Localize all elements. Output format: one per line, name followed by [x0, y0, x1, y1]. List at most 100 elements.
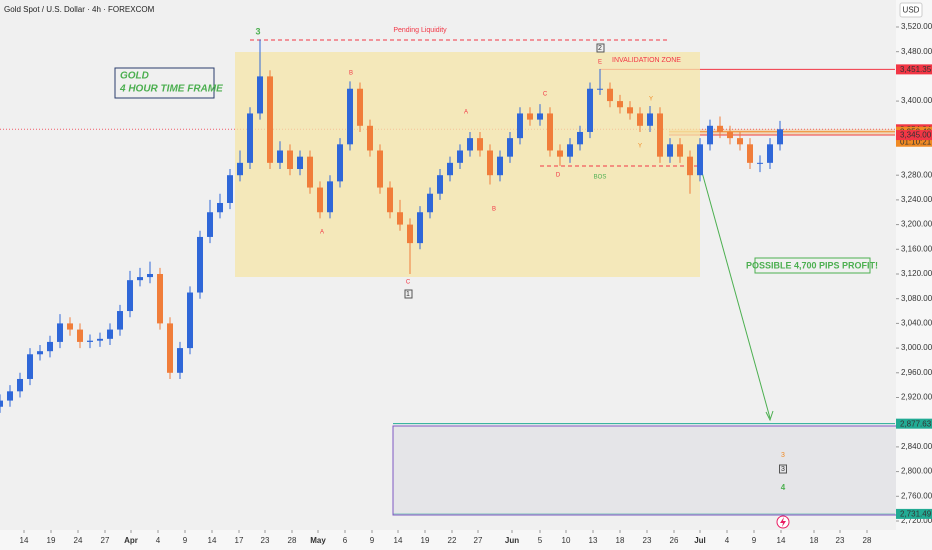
candle-body — [137, 277, 143, 281]
x-tick-label: 27 — [474, 536, 483, 545]
candle-body — [387, 187, 393, 213]
candle-body — [17, 378, 23, 392]
candle-body — [417, 212, 423, 244]
annotation: 4 HOUR TIME FRAME — [119, 84, 223, 95]
wave-label: A — [464, 110, 468, 116]
candle-body — [127, 280, 133, 312]
y-tick-label: 3,520.00 — [901, 22, 932, 31]
y-tick-label: 2,760.00 — [901, 491, 932, 500]
candle-body — [517, 113, 523, 139]
range-zone — [235, 52, 700, 277]
x-tick-label: 10 — [562, 536, 571, 545]
annotation: GOLD — [120, 71, 149, 82]
annotation: POSSIBLE 4,700 PIPS PROFIT! — [746, 260, 878, 270]
currency-box — [899, 2, 923, 18]
candle-body — [547, 113, 553, 151]
candle-body — [707, 125, 713, 145]
countdown-tag — [896, 136, 932, 147]
x-tick-label: 23 — [261, 536, 270, 545]
profit-box — [754, 257, 871, 274]
candle-body — [587, 88, 593, 132]
x-tick-label: Jun — [505, 536, 519, 545]
candle-body — [237, 162, 243, 176]
candle-body — [737, 138, 743, 145]
candle-body — [767, 144, 773, 163]
candle-body — [457, 150, 463, 163]
level-label: 2,731.49 — [900, 510, 932, 519]
wave-label: A — [320, 230, 324, 236]
wave-label: E — [598, 60, 602, 66]
x-tick-label: Jul — [694, 536, 706, 545]
level-label: 2,877.63 — [900, 419, 932, 428]
chart-title: Gold Spot / U.S. Dollar · 4h · FOREXCOM — [4, 5, 155, 14]
candle-body — [177, 348, 183, 373]
wave-box — [404, 289, 413, 299]
annotation: INVALIDATION ZONE — [612, 57, 681, 64]
candle-body — [627, 107, 633, 114]
candle-body — [327, 181, 333, 213]
candle-body — [227, 175, 233, 203]
x-tick-label: 17 — [235, 536, 244, 545]
x-tick-label: 18 — [616, 536, 625, 545]
candle-body — [437, 175, 443, 194]
candle-body — [527, 113, 533, 120]
candle-body — [757, 162, 763, 164]
wave-box — [779, 464, 787, 474]
candle-body — [247, 113, 253, 163]
y-tick-label: 3,040.00 — [901, 319, 932, 328]
x-tick-label: 4 — [156, 536, 161, 545]
y-tick-label: 3,080.00 — [901, 294, 932, 303]
wave-label: C — [543, 92, 548, 98]
y-tick-label: 2,920.00 — [901, 393, 932, 402]
candle-body — [657, 113, 663, 157]
candle-body — [47, 341, 53, 352]
x-tick-label: 27 — [101, 536, 110, 545]
candle-body — [777, 129, 783, 145]
x-tick-label: 19 — [421, 536, 430, 545]
candle-body — [207, 212, 213, 237]
candle-body — [87, 340, 93, 342]
level-tag — [896, 130, 932, 141]
candle-body — [257, 76, 263, 114]
x-tick-label: May — [310, 536, 326, 545]
currency: USD — [903, 6, 920, 15]
candle-body — [167, 323, 173, 373]
candle-body — [717, 125, 723, 132]
candle-body — [347, 88, 353, 145]
candle-body — [407, 224, 413, 244]
wave-label: 4 — [781, 483, 786, 492]
level-tag — [896, 508, 932, 519]
level-tag — [896, 64, 932, 75]
candle-body — [567, 144, 573, 157]
level-tag — [896, 418, 932, 429]
candle-body — [67, 323, 73, 330]
candle-body — [727, 131, 733, 139]
candle-body — [537, 113, 543, 120]
candle-body — [747, 144, 753, 163]
x-tick-label: 23 — [643, 536, 652, 545]
x-tick-label: 28 — [863, 536, 872, 545]
x-tick-label: 9 — [370, 536, 375, 545]
candle-body — [447, 162, 453, 176]
candle-body — [97, 338, 103, 341]
candle-body — [697, 144, 703, 176]
candle-body — [117, 311, 123, 330]
y-tick-label: 2,720.00 — [901, 516, 932, 525]
candle-body — [477, 138, 483, 151]
candle-body — [427, 193, 433, 213]
candle-body — [377, 150, 383, 188]
wave-label: C — [406, 280, 411, 286]
x-tick-label: 13 — [589, 536, 598, 545]
y-tick-label: 2,840.00 — [901, 442, 932, 451]
target-zone — [392, 425, 932, 516]
candle-body — [557, 150, 563, 157]
candle-body — [637, 113, 643, 126]
candle-body — [197, 236, 203, 293]
y-tick-label: 3,280.00 — [901, 170, 932, 179]
wave-label: 2 — [598, 45, 602, 52]
x-tick-label: 9 — [183, 536, 188, 545]
candle-body — [277, 150, 283, 163]
candle-body — [607, 88, 613, 102]
candle-body — [577, 131, 583, 145]
